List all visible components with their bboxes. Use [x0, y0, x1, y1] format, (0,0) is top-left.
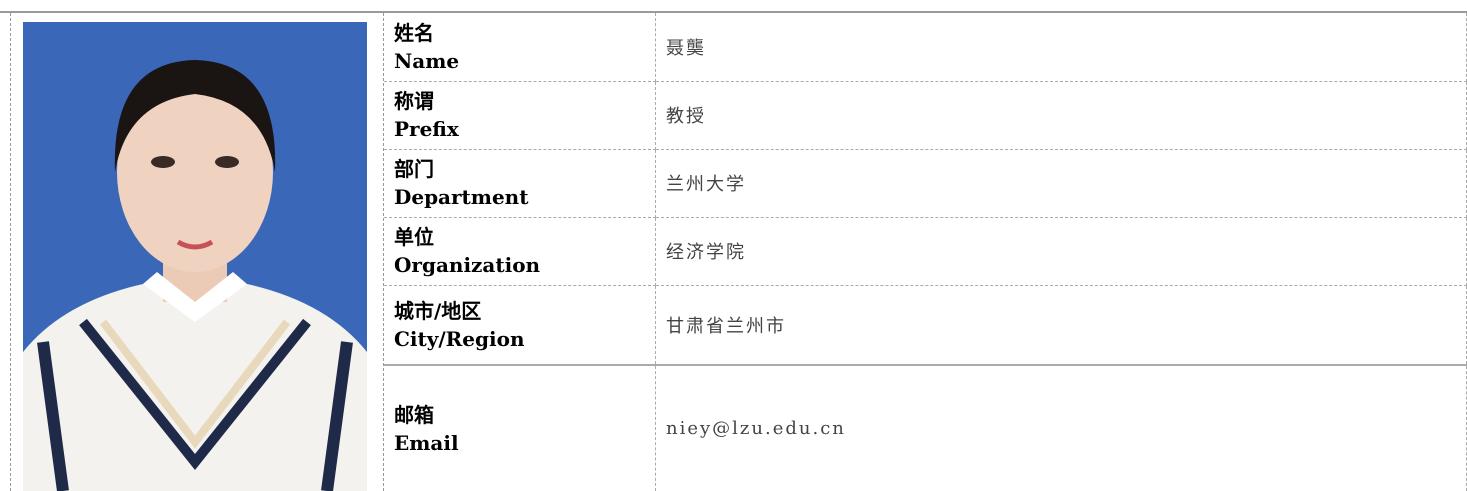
- label-cn: 部门: [394, 157, 434, 181]
- label-cn: 姓名: [394, 20, 434, 45]
- value-text: 甘肃省兰州市: [666, 315, 786, 337]
- profile-card: 姓名 Name 聂龑称谓 Prefix 教授部门 Department 兰州大学单位 Orga…: [0, 11, 1467, 491]
- profile-row: 称谓 Prefix 教授: [384, 81, 1467, 150]
- profile-row: 城市/地区 City/Region 甘肃省兰州市: [384, 285, 1467, 366]
- value-cell: niey@lzu.edu.cn: [655, 364, 1467, 491]
- value-cell: 兰州大学: [655, 149, 1467, 218]
- value-text: 兰州大学: [666, 174, 746, 195]
- label-cn: 单位: [394, 225, 434, 249]
- label-cell: 城市/地区 City/Region: [384, 285, 656, 366]
- profile-row: 部门 Department 兰州大学: [384, 149, 1467, 218]
- label-en: Email: [394, 430, 459, 455]
- value-cell: 甘肃省兰州市: [655, 285, 1467, 366]
- label-cn: 城市/地区: [394, 298, 482, 323]
- label-en: Prefix: [394, 117, 459, 141]
- value-cell: 聂龑: [655, 13, 1467, 82]
- label-cell: 姓名 Name: [384, 13, 656, 82]
- profile-table: 姓名 Name 聂龑称谓 Prefix 教授部门 Department 兰州大学单位 Orga…: [384, 13, 1467, 491]
- label-en: Name: [394, 48, 460, 73]
- value-text: 聂龑: [666, 37, 706, 59]
- profile-row: 邮箱 Email niey@lzu.edu.cn: [384, 364, 1467, 491]
- label-cell: 称谓 Prefix: [384, 81, 656, 150]
- value-text: 经济学院: [666, 242, 746, 263]
- label-cn: 称谓: [394, 89, 434, 113]
- photo-cell: [10, 13, 384, 491]
- label-cn: 邮箱: [394, 402, 434, 427]
- value-text: 教授: [666, 106, 706, 127]
- label-en: City/Region: [394, 326, 525, 351]
- portrait-photo: [23, 22, 367, 491]
- label-cell: 部门 Department: [384, 149, 656, 218]
- label-cell: 邮箱 Email: [384, 364, 656, 491]
- value-cell: 经济学院: [655, 217, 1467, 286]
- value-cell: 教授: [655, 81, 1467, 150]
- label-en: Organization: [394, 253, 541, 277]
- value-text: niey@lzu.edu.cn: [666, 418, 846, 439]
- label-cell: 单位 Organization: [384, 217, 656, 286]
- label-en: Department: [394, 185, 529, 209]
- profile-row: 单位 Organization 经济学院: [384, 217, 1467, 286]
- profile-row: 姓名 Name 聂龑: [384, 13, 1467, 82]
